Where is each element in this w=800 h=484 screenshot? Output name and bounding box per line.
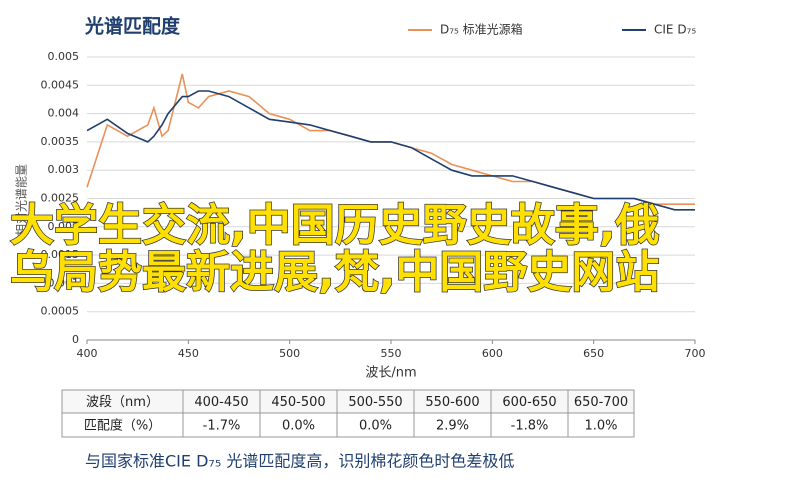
overlay-text: 大学生交流,中国历史野史故事,俄: [10, 200, 659, 251]
x-tick-label: 450: [178, 347, 199, 360]
x-axis-label: 波长/nm: [365, 366, 416, 381]
table-text: 匹配度（%）: [84, 418, 161, 434]
y-tick-label: 0.004: [48, 107, 80, 120]
series-line: [86, 73, 695, 205]
table-text: 400-450: [194, 395, 248, 410]
x-tick-label: 650: [583, 347, 604, 360]
y-tick-label: 0.0035: [41, 135, 80, 148]
x-tick-label: 700: [685, 347, 706, 360]
table-text: 0.0%: [282, 419, 315, 434]
y-tick-label: 0.002: [48, 220, 80, 233]
table-text: 波段（nm）: [86, 395, 159, 410]
legend-label: D₇₅ 标准光源箱: [440, 22, 523, 37]
x-tick-label: 400: [77, 347, 98, 360]
table-text: 650-700: [574, 395, 628, 410]
y-axis-label: 相对光谱能量: [15, 164, 29, 236]
table-text: 500-550: [348, 395, 402, 410]
table-text: 550-600: [425, 395, 479, 410]
y-tick-label: 0.0025: [41, 192, 80, 205]
y-tick-label: 0.005: [48, 50, 80, 63]
legend-label: CIE D₇₅: [654, 23, 696, 37]
table: 波段（nm） 400-450 450-500 500-550 550-600 600-65…: [61, 389, 635, 438]
table-text: 0.0%: [359, 419, 392, 434]
series-line: [86, 90, 695, 211]
table-cell: [567, 412, 635, 438]
y-tick-label: 0.001: [48, 276, 80, 289]
chart-title: 光谱匹配度: [84, 15, 181, 38]
table-text: 450-500: [271, 395, 325, 410]
y-tick-label: 0: [72, 333, 79, 346]
table-text: 600-650: [502, 395, 556, 410]
table-text: 2.9%: [436, 419, 469, 434]
y-tick-label: 0.0015: [41, 248, 80, 261]
x-tick-label: 550: [381, 347, 402, 360]
table-text: -1.7%: [203, 419, 241, 434]
x-tick-label: 500: [279, 347, 300, 360]
table-text: 1.0%: [584, 419, 617, 434]
y-tick-label: 0.0045: [41, 78, 80, 91]
table-cell: [413, 412, 492, 438]
table-cell: [336, 412, 415, 438]
table-cell: [490, 412, 569, 438]
caption: 与国家标准CIE D₇₅ 光谱匹配度高，识别棉花颜色时色差极低: [85, 452, 514, 471]
x-tick-label: 600: [482, 347, 503, 360]
y-tick-label: 0.003: [48, 163, 80, 176]
table-text: -1.8%: [511, 419, 549, 434]
overlay-text: 乌局势最新进展,梵,中国野史网站: [10, 247, 659, 298]
y-tick-label: 0.0005: [41, 305, 80, 318]
